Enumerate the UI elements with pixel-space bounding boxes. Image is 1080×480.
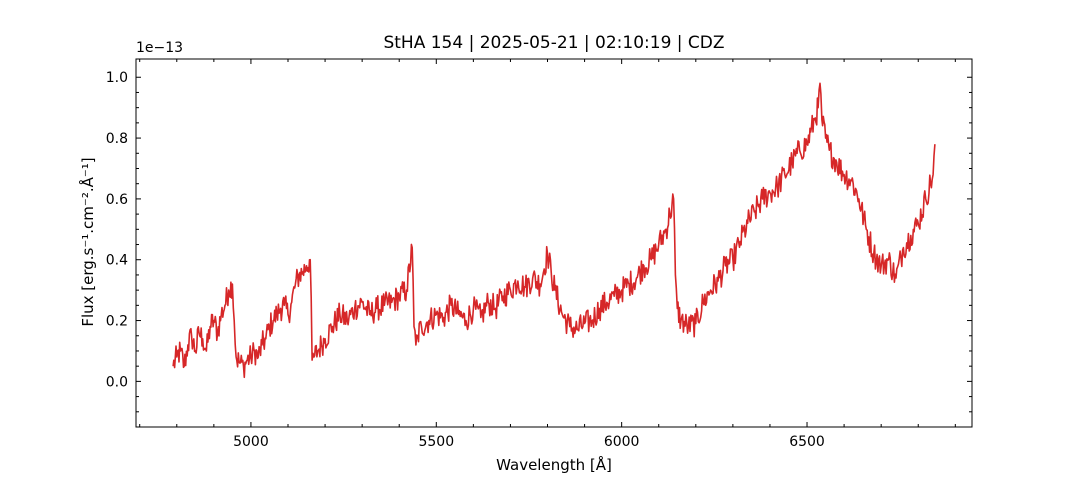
plot-frame (135, 58, 973, 428)
y-tick-label: 0.2 (106, 314, 128, 330)
y-tick-label: 0.0 (106, 374, 128, 390)
chart-title: StHA 154 | 2025-05-21 | 02:10:19 | CDZ (383, 33, 724, 53)
x-tick-label: 5000 (233, 434, 269, 450)
x-tick-label: 5500 (418, 434, 454, 450)
y-tick-label: 0.8 (106, 131, 128, 147)
spectrum-line (172, 82, 936, 379)
x-tick-label: 6000 (604, 434, 640, 450)
x-tick-label: 6500 (789, 434, 825, 450)
y-tick-label: 0.4 (106, 253, 128, 269)
x-axis-label: Wavelength [Å] (496, 455, 612, 474)
y-axis-label: Flux [erg.s⁻¹.cm⁻².Å⁻¹] (78, 157, 97, 326)
y-offset-label: 1e−13 (136, 40, 183, 56)
y-tick-label: 0.6 (106, 192, 128, 208)
y-tick-label: 1.0 (106, 70, 128, 86)
axis-ticks: 5000 5500 6000 6500 0.0 0.2 0.4 0.6 0.8 1.0 (106, 59, 972, 450)
series-layer (172, 82, 936, 379)
